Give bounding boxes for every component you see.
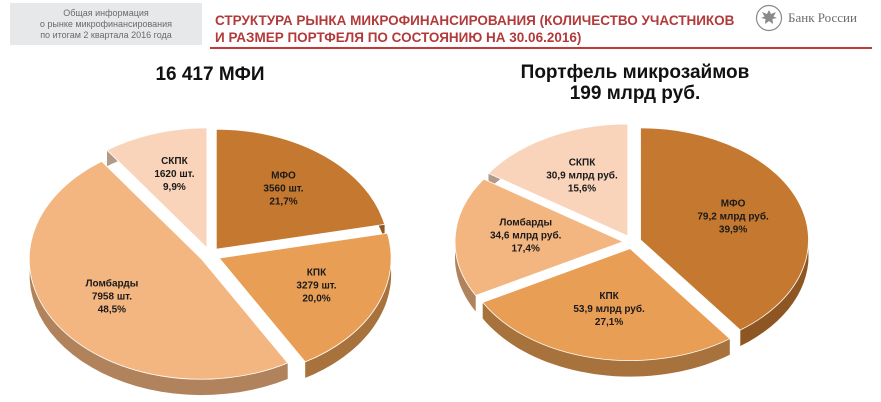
slice-name: Ломбарды xyxy=(499,217,552,229)
header-rule xyxy=(210,47,872,49)
slice-value: 3560 шт. xyxy=(263,183,303,194)
side-note: Общая информация о рынке микрофинансиров… xyxy=(10,3,202,45)
chart-title-portfolio: Портфель микрозаймов 199 млрд руб. xyxy=(500,62,770,104)
chart-title-line: 199 млрд руб. xyxy=(569,83,701,104)
slice-label-Ломбарды: Ломбарды 34,6 млрд руб. 17,4% xyxy=(490,217,562,255)
slice-percent: 20,0% xyxy=(302,293,330,304)
page-title: СТРУКТУРА РЫНКА МИКРОФИНАНСИРОВАНИЯ (КОЛ… xyxy=(215,12,755,46)
slice-value: 3279 шт. xyxy=(296,280,336,291)
brand-logo: Банк России xyxy=(755,4,857,32)
slice-percent: 27,1% xyxy=(595,317,623,328)
slice-label-КПК: КПК 53,9 млрд руб. 27,1% xyxy=(573,291,645,328)
brand-name: Банк России xyxy=(788,10,857,25)
slice-name: СКПК xyxy=(569,158,597,169)
slice-percent: 48,5% xyxy=(98,304,126,315)
slice-name: МФО xyxy=(721,199,746,210)
pie-slice-Ломбарды xyxy=(28,160,289,380)
slice-label-МФО: МФО 3560 шт. 21,7% xyxy=(263,170,303,207)
side-note-line: о рынке микрофинансирования xyxy=(39,18,173,29)
page-title-line: СТРУКТУРА РЫНКА МИКРОФИНАНСИРОВАНИЯ (КОЛ… xyxy=(215,13,735,28)
slice-percent: 21,7% xyxy=(269,196,297,207)
pie-chart-1: МФО 79,2 млрд руб. 39,9% КПК 53,9 млрд руб. 2… xyxy=(454,123,809,377)
pie-slice-МФО xyxy=(640,127,809,331)
slice-label-МФО: МФО 79,2 млрд руб. 39,9% xyxy=(697,199,769,236)
slice-name: Ломбарды xyxy=(86,277,139,289)
slice-value: 7958 шт. xyxy=(92,291,132,302)
slice-name: СКПК xyxy=(161,156,189,167)
slice-name: КПК xyxy=(307,267,327,278)
slice-value: 30,9 млрд руб. xyxy=(546,170,618,182)
slice-percent: 39,9% xyxy=(719,225,747,236)
slice-name: МФО xyxy=(271,170,296,181)
slice-percent: 9,9% xyxy=(163,182,186,193)
eagle-emblem-icon xyxy=(755,4,783,32)
pie-slice-СКПК xyxy=(106,127,208,249)
slice-name: КПК xyxy=(599,291,619,302)
chart-title-text: 16 417 МФИ xyxy=(155,64,265,85)
page-title-line: И РАЗМЕР ПОРТФЕЛЯ ПО СОСТОЯНИЮ НА 30.06.… xyxy=(215,30,582,45)
slice-label-СКПК: СКПК 30,9 млрд руб. 15,6% xyxy=(546,158,618,195)
slice-label-Ломбарды: Ломбарды 7958 шт. 48,5% xyxy=(86,277,139,315)
chart-title-line: Портфель микрозаймов xyxy=(520,62,750,83)
pie-slice-МФО xyxy=(215,128,386,250)
slice-label-СКПК: СКПК 1620 шт. 9,9% xyxy=(154,156,194,193)
slice-value: 34,6 млрд руб. xyxy=(490,230,562,242)
pie-slice-КПК xyxy=(482,248,731,361)
header-bar: Общая информация о рынке микрофинансиров… xyxy=(0,0,881,50)
pie-chart-0: МФО 3560 шт. 21,7% КПК 3279 шт. 20,0% Ломбарды… xyxy=(28,127,392,396)
slice-percent: 17,4% xyxy=(512,244,540,255)
slice-percent: 15,6% xyxy=(568,184,596,195)
slice-value: 79,2 млрд руб. xyxy=(697,211,769,223)
side-note-line: Общая информация xyxy=(63,7,149,18)
slice-label-КПК: КПК 3279 шт. 20,0% xyxy=(296,267,336,304)
pie-slice-КПК xyxy=(218,232,392,363)
pie-slice-side xyxy=(305,233,392,378)
slice-value: 1620 шт. xyxy=(154,169,194,180)
pie-slice-СКПК xyxy=(487,123,629,237)
chart-title-mfi: 16 417 МФИ xyxy=(140,64,280,85)
side-note-line: по итогам 2 квартала 2016 года xyxy=(40,29,172,40)
slice-value: 53,9 млрд руб. xyxy=(573,303,645,315)
pie-slice-Ломбарды xyxy=(454,178,625,296)
